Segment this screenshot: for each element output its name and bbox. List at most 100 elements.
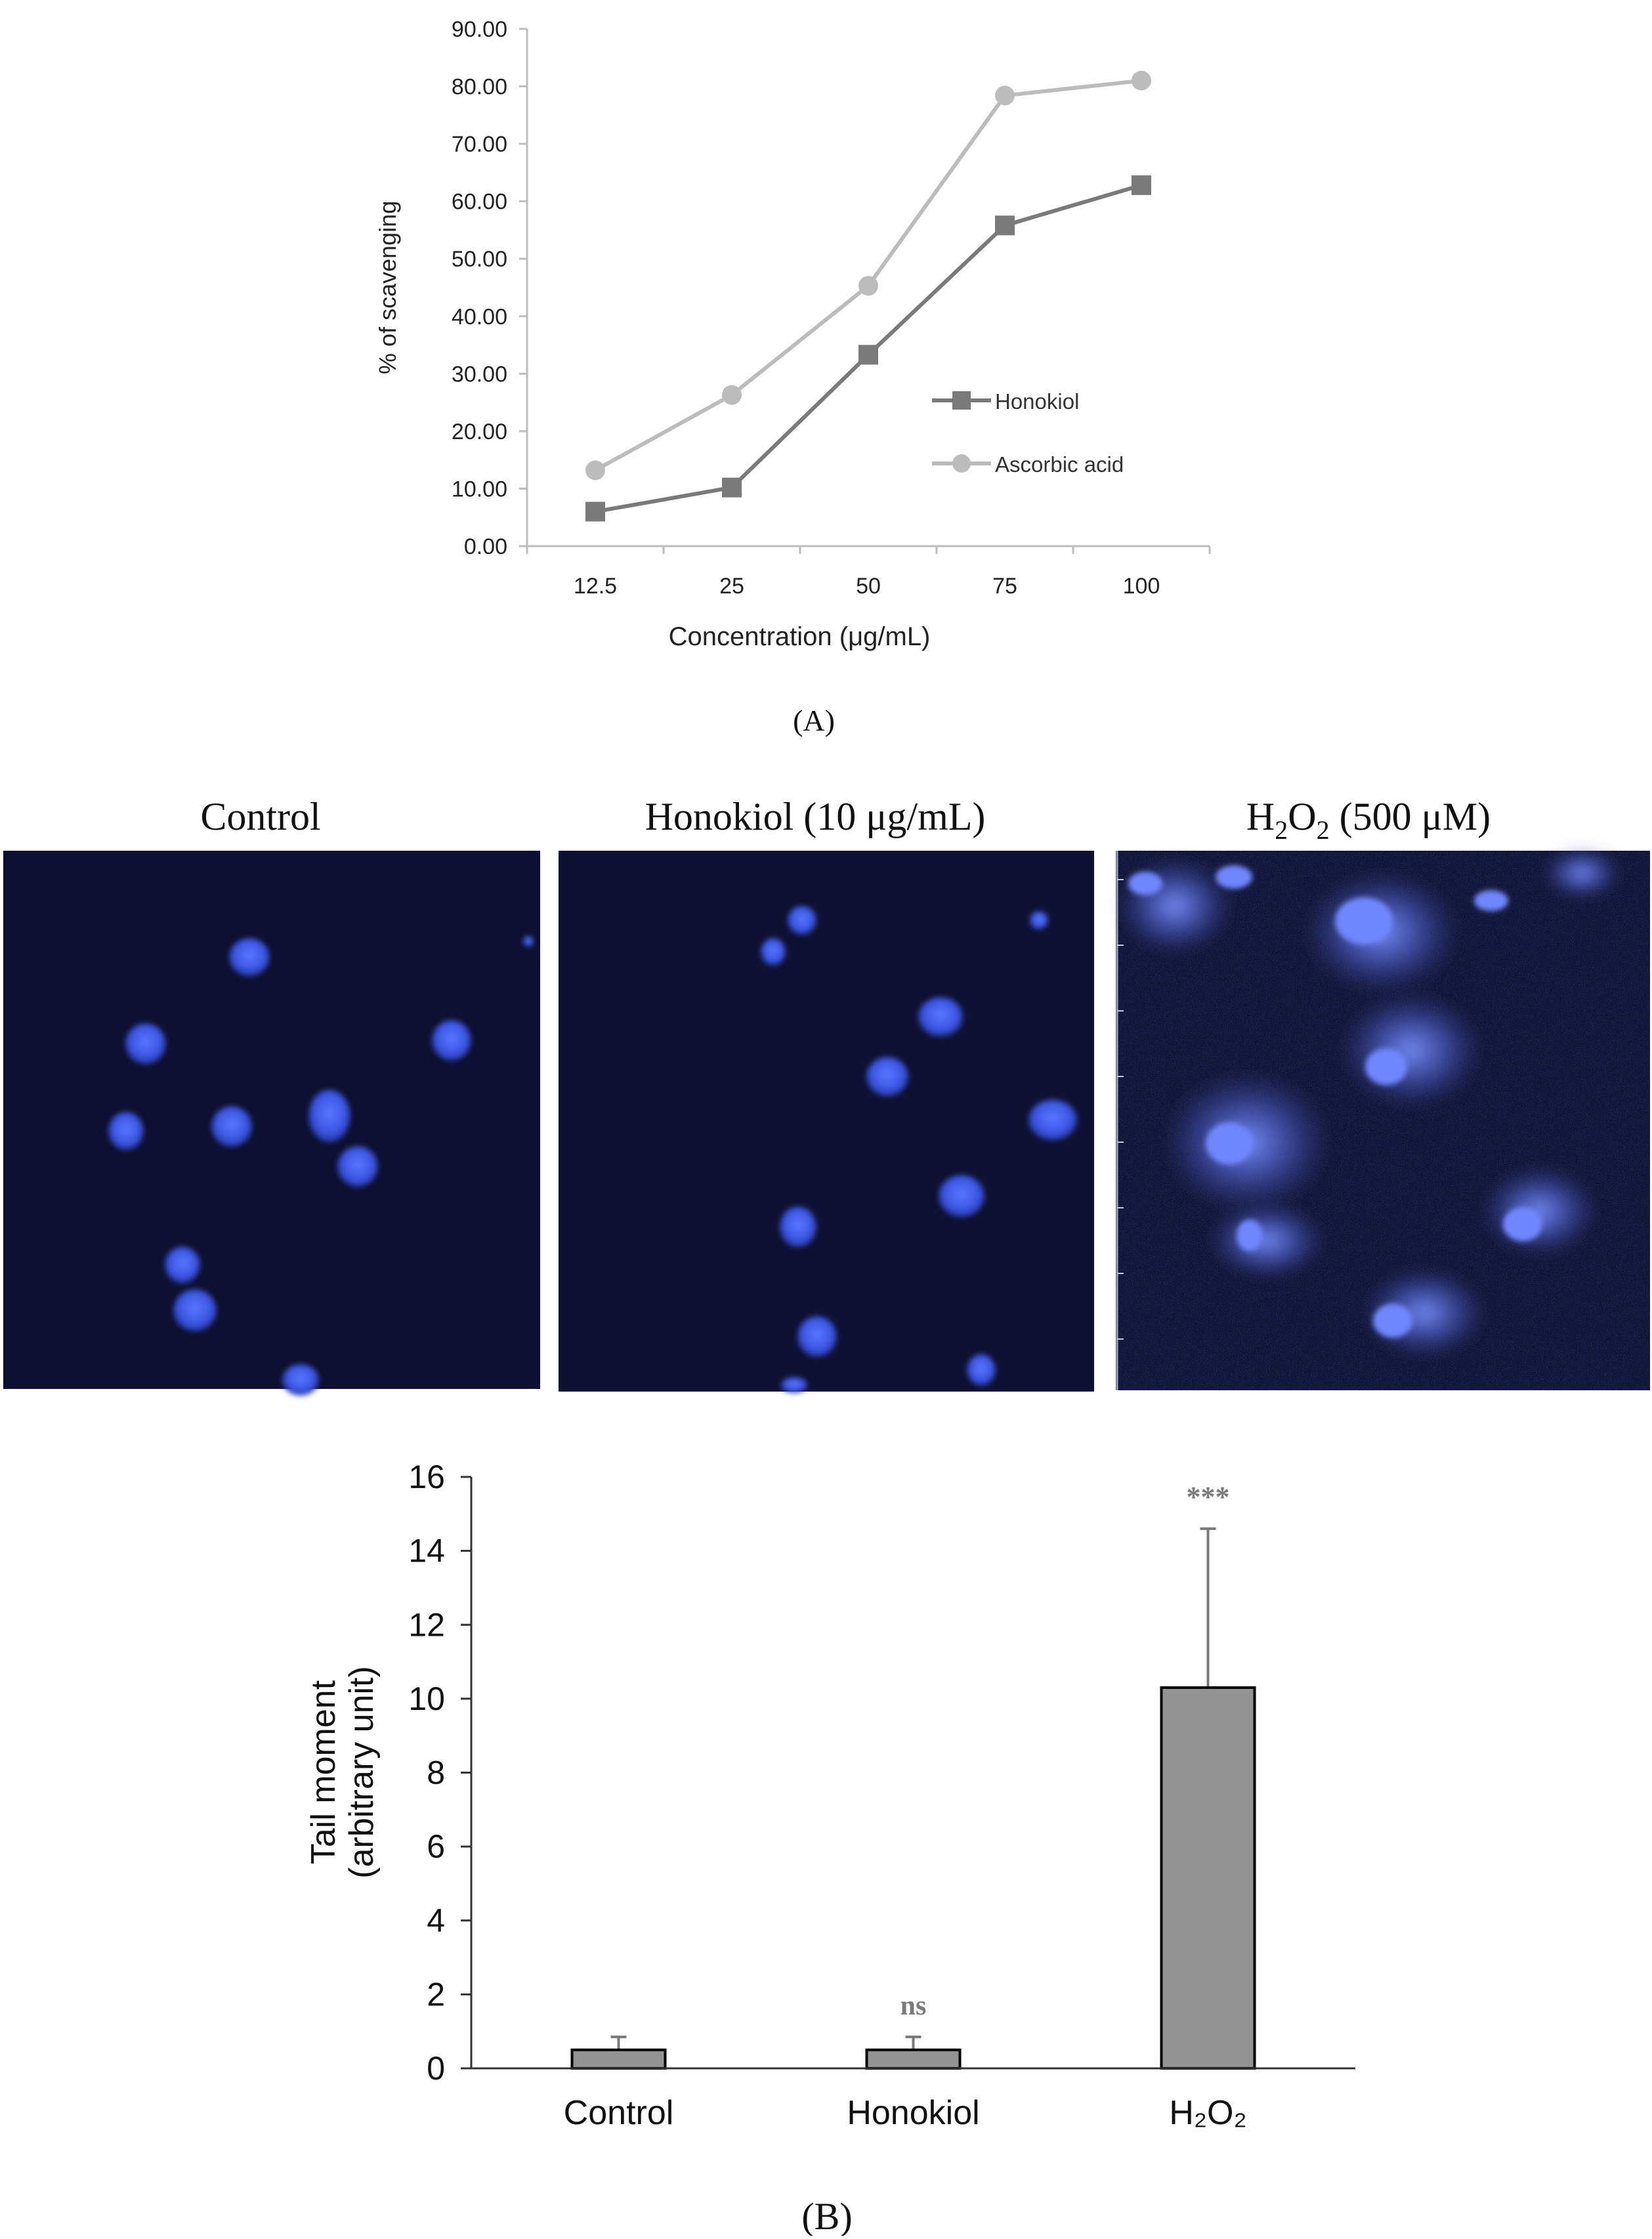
comet-head [1335, 897, 1393, 945]
nucleus [165, 1247, 200, 1283]
micrograph-h2o2 [1116, 847, 1650, 1390]
bar-control [570, 2048, 667, 2070]
comet-head [1474, 890, 1508, 911]
bars: Control ns Honokiol *** H₂O₂ [564, 1481, 1256, 2132]
nucleus [761, 938, 786, 966]
x-tick-label: 100 [1123, 574, 1160, 599]
y-tick-label: 20.00 [452, 419, 507, 444]
comet-head [1216, 865, 1252, 889]
nucleus [967, 1354, 996, 1386]
legend-marker-ascorbic [952, 454, 971, 473]
series-ascorbic-acid [585, 70, 1151, 480]
image-title-h2o2: H2O2 (500 μM) [1246, 795, 1491, 845]
y-tick-label: 2 [427, 1976, 445, 2013]
comet-head [1128, 872, 1162, 895]
comet-tail [1542, 847, 1621, 899]
nucleus [1028, 1099, 1077, 1140]
x-tick-label: H₂O₂ [1169, 2094, 1246, 2132]
y-tick-label: 70.00 [452, 132, 507, 157]
x-tick-label: 75 [992, 574, 1017, 599]
nucleus [866, 1057, 908, 1096]
x-tick-label: 12.5 [574, 574, 617, 599]
panel-b-label: (B) [801, 2195, 852, 2236]
nucleus [781, 1377, 807, 1393]
nucleus [918, 997, 963, 1036]
significance-label: ns [900, 1991, 927, 2021]
y-tick-label: 60.00 [452, 190, 507, 215]
nucleus [939, 1175, 985, 1217]
y-tick-label: 0 [427, 2050, 445, 2087]
x-tick-label: Control [564, 2094, 674, 2132]
x-axis-ticks: 12.5 25 50 75 100 [526, 546, 1211, 599]
nucleus [432, 1020, 471, 1061]
nucleus [308, 1090, 350, 1142]
image-title-honokiol: Honokiol (10 μg/mL) [645, 795, 986, 838]
y-axis-ticks: 0 2 4 6 8 10 12 14 16 [408, 1459, 471, 2087]
nucleus [282, 1364, 319, 1396]
image-title-control: Control [200, 795, 320, 838]
y-tick-label: 14 [408, 1533, 445, 1569]
data-point [722, 477, 742, 498]
y-tick-label: 0.00 [464, 534, 507, 559]
nucleus [125, 1023, 166, 1064]
comet-assay-micrographs: Control Honokiol (10 μg/mL) H2O2 (500 μM… [3, 795, 1650, 1396]
data-point [585, 460, 605, 480]
y-tick-label: 30.00 [452, 362, 507, 387]
y-tick-label: 90.00 [452, 17, 507, 42]
tail-moment-bar-chart: 0 2 4 6 8 10 12 14 16 Control ns Honokiol *** H₂O₂ T… [305, 1459, 1355, 2132]
data-point [1132, 70, 1151, 91]
y-tick-label: 10.00 [452, 477, 507, 501]
y-axis-title-line1: Tail moment [305, 1680, 343, 1864]
legend: Honokiol Ascorbic acid [932, 389, 1124, 477]
y-tick-label: 10 [408, 1680, 445, 1717]
nucleus [1030, 911, 1048, 929]
comet-tail [1208, 1201, 1326, 1280]
y-tick-label: 16 [408, 1459, 445, 1495]
comet-head [1206, 1122, 1253, 1164]
y-tick-label: 6 [427, 1828, 445, 1865]
y-axis-ticks: 0.00 10.00 20.00 30.00 40.00 50.00 60.00 70.00 8… [452, 17, 527, 559]
nucleus [211, 1106, 252, 1147]
legend-marker-honokiol [952, 391, 971, 410]
nucleus [229, 938, 270, 976]
nucleus [788, 906, 816, 935]
data-point [858, 276, 878, 296]
nucleus [173, 1289, 217, 1331]
bar-honokiol [865, 2048, 962, 2070]
y-tick-label: 40.00 [452, 305, 507, 330]
y-tick-label: 12 [408, 1606, 445, 1643]
panel-a-label: (A) [793, 704, 835, 737]
comet-tail [1339, 991, 1483, 1109]
comet-head [1503, 1207, 1542, 1241]
legend-label-honokiol: Honokiol [995, 389, 1079, 414]
y-axis-title: % of scavenging [374, 201, 401, 374]
significance-label: *** [1187, 1481, 1230, 1513]
y-axis-title-line2: (arbitrary unit) [343, 1666, 381, 1879]
data-point [585, 501, 605, 522]
comet-head [1365, 1048, 1407, 1085]
y-tick-label: 80.00 [452, 75, 507, 100]
comet-tail [1116, 857, 1234, 955]
x-axis-title: Concentration (μg/mL) [669, 622, 931, 651]
micrograph-honokiol [559, 851, 1094, 1393]
x-tick-label: 25 [719, 574, 744, 599]
nucleus [337, 1146, 378, 1187]
x-tick-label: Honokiol [847, 2094, 979, 2132]
y-tick-label: 8 [427, 1755, 445, 1791]
scavenging-line-chart: 0.00 10.00 20.00 30.00 40.00 50.00 60.00 70.00 8… [374, 17, 1211, 651]
y-tick-label: 50.00 [452, 247, 507, 272]
x-tick-label: 50 [856, 574, 881, 599]
data-point [722, 385, 742, 405]
data-point [1132, 175, 1151, 196]
y-tick-label: 4 [427, 1902, 445, 1939]
data-point [858, 345, 878, 365]
nucleus [797, 1316, 837, 1357]
comet-head [1237, 1220, 1263, 1251]
nucleus [108, 1112, 144, 1150]
data-point [995, 215, 1015, 236]
series-honokiol [585, 175, 1151, 522]
nucleus [780, 1206, 816, 1247]
nucleus [523, 936, 534, 947]
bar-h2o2 [1160, 1686, 1256, 2070]
